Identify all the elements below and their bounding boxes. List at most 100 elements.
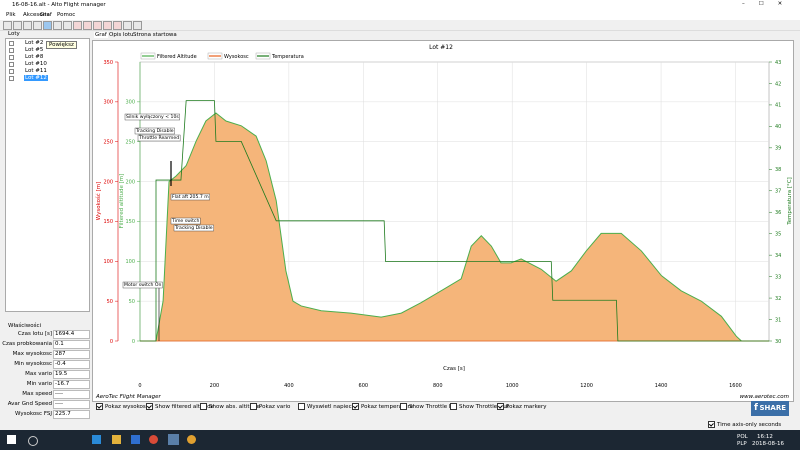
tree-expander[interactable] [9, 62, 14, 67]
checkbox[interactable] [450, 403, 457, 410]
start-button[interactable] [7, 435, 16, 444]
toolbar-button[interactable] [83, 21, 92, 30]
y2-tick-label: 40 [775, 124, 781, 130]
y3-tick-label: 300 [125, 100, 135, 106]
y3-tick-label: 0 [132, 339, 135, 345]
property-label: Czas probkowania [2, 341, 52, 347]
tree-expander[interactable] [9, 55, 14, 60]
tree-expander[interactable] [9, 76, 14, 81]
annotation-box [122, 281, 163, 289]
annotation-box [137, 134, 181, 142]
x-tick-label: 800 [433, 383, 443, 389]
x-tick-label: 1400 [655, 383, 668, 389]
lang[interactable]: POL [737, 434, 748, 440]
window-controls[interactable]: –☐✕ [742, 1, 797, 7]
option-label: Pokaz wysokosc [105, 404, 149, 410]
app-icon[interactable] [131, 435, 140, 444]
tree-expander[interactable] [9, 69, 14, 74]
menu-item[interactable]: Akcesoria [23, 12, 50, 18]
x-tick-label: 1000 [506, 383, 519, 389]
option[interactable]: Pokaz temperature [352, 403, 413, 410]
toolbar-button[interactable] [43, 21, 52, 30]
property-label: Max wysokosc [12, 351, 52, 357]
toolbar-button[interactable] [73, 21, 82, 30]
option[interactable]: Pokaz markery [497, 403, 546, 410]
toolbar-button[interactable] [123, 21, 132, 30]
tree-item[interactable]: Lot #12 [24, 75, 48, 81]
option[interactable]: Show Throttle Out [450, 403, 509, 410]
checkbox[interactable] [497, 403, 504, 410]
property-value: 287 [53, 350, 90, 359]
tree-item[interactable]: Lot #2 [25, 40, 44, 46]
series-line [140, 100, 769, 342]
toolbar-button[interactable] [113, 21, 122, 30]
checkbox[interactable] [298, 403, 305, 410]
toolbar-button[interactable] [53, 21, 62, 30]
app-icon[interactable] [149, 435, 158, 444]
menu-item[interactable]: Graf [40, 12, 52, 18]
tab[interactable]: Strona startowa [133, 32, 177, 38]
option[interactable]: Show Throttle In [400, 403, 454, 410]
clock-time[interactable]: 16:12 [757, 434, 773, 440]
tab[interactable]: Graf [94, 32, 108, 38]
y3-axis-title: Filtered altitude [m] [119, 174, 125, 229]
option[interactable]: Show filtered altitude [146, 403, 214, 410]
tree-item[interactable]: Lot #5 [25, 47, 44, 53]
x-tick-label: 0 [138, 383, 141, 389]
toolbar-button[interactable] [3, 21, 12, 30]
tree-expander[interactable] [9, 41, 14, 46]
toolbar-button[interactable] [63, 21, 72, 30]
tree-item[interactable]: Lot #8 [25, 54, 44, 60]
tab[interactable]: Opis lotu [109, 32, 134, 38]
option[interactable]: Wyswietl napiecie [298, 403, 357, 410]
series-line [140, 112, 769, 342]
checkbox[interactable] [352, 403, 359, 410]
app-icon[interactable] [187, 435, 196, 444]
x-tick-label: 400 [284, 383, 294, 389]
toolbar-button[interactable] [133, 21, 142, 30]
app-icon[interactable] [168, 434, 179, 445]
property-row: Max wysokosc 287 [5, 350, 90, 359]
y2-tick-label: 39 [775, 146, 781, 152]
option-label: Pokaz temperature [361, 404, 414, 410]
checkbox[interactable] [400, 403, 407, 410]
tree-item[interactable]: Lot #11 [25, 68, 47, 74]
property-row: Czas probkowania 0.1 [2, 340, 90, 349]
tree-expander[interactable] [9, 48, 14, 53]
toolbar-button[interactable] [33, 21, 42, 30]
share-button[interactable]: f SHARE [751, 401, 789, 416]
checkbox[interactable] [708, 421, 715, 428]
option[interactable]: Pokaz vario [250, 403, 290, 410]
annotation: Time switch [171, 218, 199, 224]
search-icon[interactable] [28, 436, 38, 446]
y-tick-label: 50 [107, 299, 113, 305]
tree-item[interactable]: Lot #10 [25, 61, 47, 67]
checkbox[interactable] [146, 403, 153, 410]
toolbar-button[interactable] [23, 21, 32, 30]
tooltip: Powiększ [46, 41, 77, 49]
toolbar-button[interactable] [103, 21, 112, 30]
property-row: Czas lotu [s] 1694.4 [5, 330, 90, 339]
checkbox[interactable] [250, 403, 257, 410]
app-icon[interactable] [112, 435, 121, 444]
y3-tick-label: 50 [129, 299, 135, 305]
app-icon[interactable] [92, 435, 101, 444]
annotation-box [170, 217, 201, 225]
toolbar-button[interactable] [93, 21, 102, 30]
time-axis-option[interactable]: Time axis-only seconds [708, 421, 781, 428]
annotation-box [170, 193, 210, 201]
y3-tick-label: 100 [125, 259, 135, 265]
clock-date[interactable]: 2018-08-16 [752, 441, 784, 447]
option-label: Show filtered altitude [155, 404, 214, 410]
properties-table: Czas lotu [s] 1694.4 Czas probkowania 0.1 Ma… [2, 330, 90, 422]
checkbox[interactable] [96, 403, 103, 410]
property-value: -0.4 [53, 360, 90, 369]
layout[interactable]: PLP [737, 441, 747, 447]
annotation: Motor switch On [124, 282, 161, 288]
menu-item[interactable]: Pomoc [57, 12, 76, 18]
option[interactable]: Show abs. altitude [200, 403, 260, 410]
toolbar-button[interactable] [13, 21, 22, 30]
menu-item[interactable]: Plik [6, 12, 16, 18]
checkbox[interactable] [200, 403, 207, 410]
option[interactable]: Pokaz wysokosc [96, 403, 149, 410]
